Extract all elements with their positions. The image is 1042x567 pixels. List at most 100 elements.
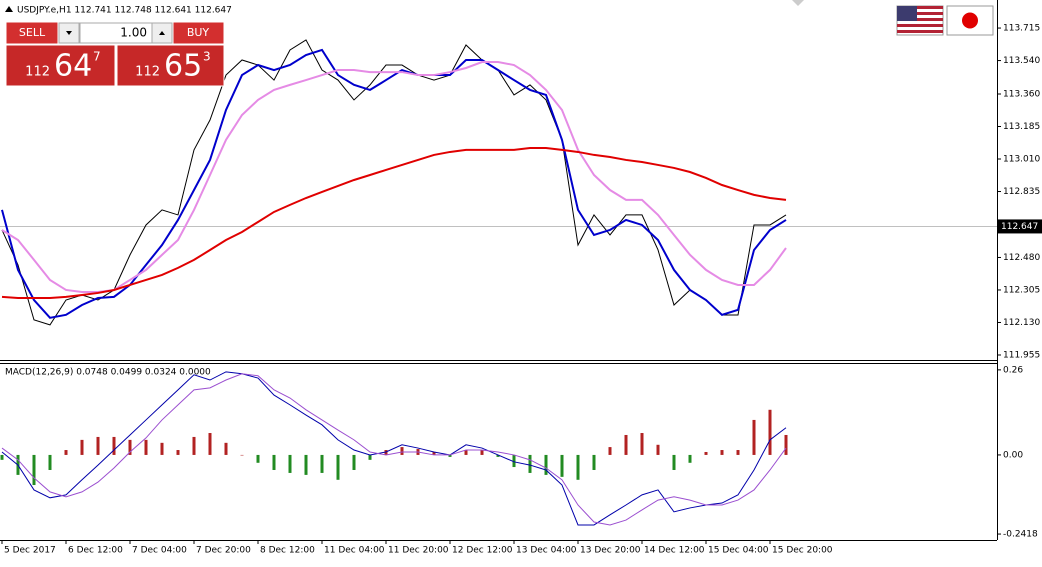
y-tick-label: 113.360 — [1003, 89, 1040, 99]
bid-big: 112 — [25, 65, 50, 80]
shift-marker — [792, 0, 804, 6]
histogram-bar — [192, 436, 196, 455]
y-tick-label: 112.835 — [1003, 187, 1040, 197]
ask-big: 112 — [135, 65, 160, 80]
histogram-bar — [288, 454, 292, 473]
y-tick-label: 0.00 — [1003, 450, 1023, 460]
histogram-bar — [752, 419, 756, 455]
histogram-bar — [160, 442, 164, 455]
y-tick-label: 113.540 — [1003, 56, 1040, 66]
histogram-bar — [720, 450, 724, 455]
histogram-bar — [528, 454, 532, 473]
x-tick-label: 15 Dec 04:00 — [708, 546, 769, 556]
current-price-label: 112.647 — [1001, 222, 1038, 232]
jp-flag — [946, 5, 994, 36]
histogram-bar — [208, 433, 212, 455]
y-tick-label: 112.130 — [1003, 318, 1040, 328]
current-price-box — [997, 219, 1042, 234]
histogram-bar — [352, 454, 356, 470]
histogram-bar — [96, 436, 100, 455]
sell-label: SELL — [19, 26, 46, 39]
histogram-bar — [672, 454, 676, 470]
y-tick-label: 112.480 — [1003, 253, 1040, 263]
chart-title: USDJPY.e,H1 112.741 112.748 112.641 112.… — [17, 6, 232, 16]
histogram-bar — [256, 454, 260, 463]
bid-box[interactable] — [5, 44, 116, 87]
plot-layers: 113.715 113.540 113.360 113.185 113.010 112.8… — [0, 24, 1042, 556]
us-flag — [896, 5, 944, 36]
histogram-bar — [624, 434, 628, 455]
histogram-bar — [128, 439, 132, 455]
bid-fraction: 7 — [93, 50, 101, 64]
series-line — [1, 48, 787, 319]
histogram-bar — [496, 454, 500, 457]
histogram-bar — [336, 454, 340, 480]
histogram-bar — [368, 454, 372, 460]
histogram-bar — [640, 433, 644, 455]
histogram-bar — [480, 450, 484, 455]
histogram-bar — [608, 447, 612, 455]
histogram-bar — [768, 409, 772, 455]
histogram-bar — [400, 447, 404, 455]
x-tick-label: 11 Dec 04:00 — [324, 546, 385, 556]
histogram-bar — [736, 450, 740, 455]
series-line — [1, 147, 787, 299]
histogram-bar — [304, 454, 308, 475]
histogram-bar — [144, 439, 148, 455]
y-tick-label: 113.185 — [1003, 122, 1040, 132]
ask-box[interactable] — [116, 44, 225, 87]
histogram-bar — [656, 444, 660, 455]
sell-button[interactable] — [5, 21, 59, 45]
histogram-bar — [224, 442, 228, 455]
histogram-bar — [576, 454, 580, 480]
macd-title: MACD(12,26,9) 0.0748 0.0499 0.0324 0.000… — [5, 368, 211, 378]
histogram-bar — [320, 454, 324, 473]
histogram-bar — [448, 454, 452, 457]
histogram-bar — [688, 454, 692, 463]
x-tick-label: 13 Dec 20:00 — [580, 546, 641, 556]
x-tick-label: 7 Dec 04:00 — [132, 546, 187, 556]
ask-fraction: 3 — [203, 50, 211, 64]
x-tick-label: 14 Dec 12:00 — [644, 546, 705, 556]
x-tick-label: 12 Dec 12:00 — [452, 546, 513, 556]
series-line — [1, 61, 787, 294]
y-tick-label: 112.305 — [1003, 285, 1040, 295]
histogram-bar — [432, 451, 436, 455]
y-tick-label: 0.26 — [1003, 365, 1023, 375]
down-arrow — [66, 31, 72, 35]
collapse-arrow[interactable] — [5, 6, 13, 12]
histogram-bar — [704, 451, 708, 455]
histogram-bar — [48, 454, 52, 470]
x-tick-label: 8 Dec 12:00 — [260, 546, 315, 556]
y-tick-label: -0.2418 — [1003, 530, 1038, 540]
x-tick-label: 6 Dec 12:00 — [68, 546, 123, 556]
x-tick-label: 13 Dec 04:00 — [516, 546, 577, 556]
histogram-bar — [112, 436, 116, 455]
x-tick-label: 7 Dec 20:00 — [196, 546, 251, 556]
series-line — [1, 371, 787, 526]
histogram-bar — [560, 454, 564, 477]
bid-pips: 64 — [54, 49, 92, 84]
histogram-bar — [784, 434, 788, 455]
histogram-bar — [64, 450, 68, 455]
up-arrow — [159, 31, 165, 35]
y-tick-label: 113.010 — [1003, 155, 1040, 165]
histogram-bar — [592, 454, 596, 470]
buy-button[interactable] — [172, 21, 225, 45]
histogram-bar — [464, 450, 468, 455]
histogram-bar — [176, 450, 180, 455]
y-tick-label: 111.955 — [1003, 350, 1040, 360]
histogram-bar — [272, 454, 276, 470]
buy-label: BUY — [187, 26, 210, 39]
histogram-bar — [0, 454, 4, 460]
x-tick-label: 5 Dec 2017 — [4, 546, 56, 556]
histogram-bar — [512, 454, 516, 468]
one-click-trading: SELL 1.00 BUY 112 64 7 112 65 3 — [5, 21, 225, 87]
x-tick-label: 15 Dec 20:00 — [772, 546, 833, 556]
histogram-bar — [80, 439, 84, 455]
histogram-bar — [544, 454, 548, 475]
lot-value: 1.00 — [120, 26, 147, 40]
histogram-bar — [240, 454, 244, 456]
